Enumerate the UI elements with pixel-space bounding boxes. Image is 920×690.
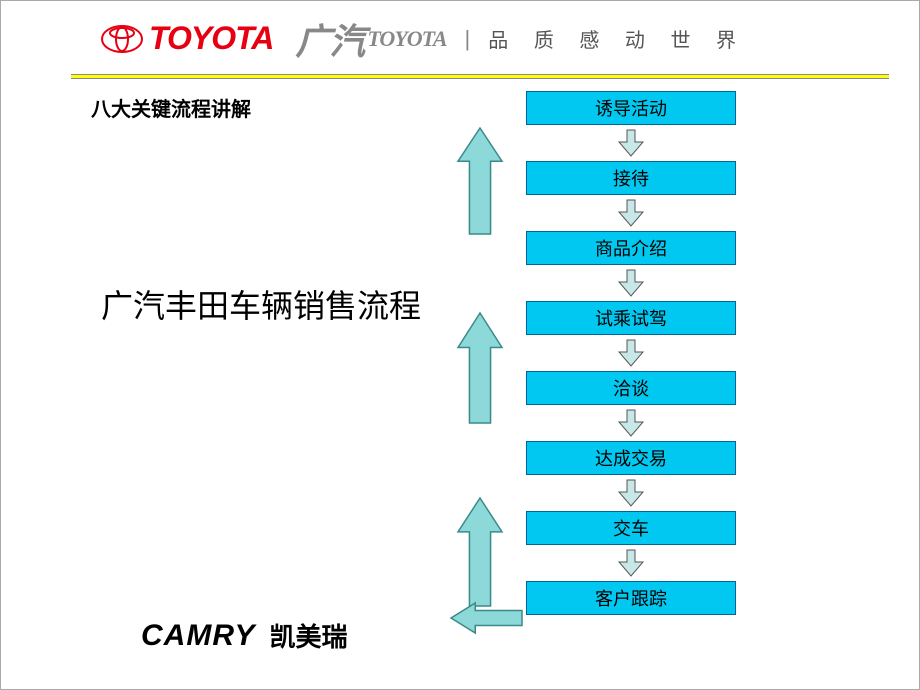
down-arrow-icon	[616, 479, 646, 507]
main-title: 广汽丰田车辆销售流程	[101, 281, 421, 327]
header-underline	[71, 74, 889, 79]
toyota-small-text: TOYOTA	[367, 26, 446, 52]
big-up-arrow-1	[456, 126, 504, 236]
slogan-text: 品 质 感 动 世 界	[488, 24, 746, 53]
gac-logo: 广汽 TOYOTA	[295, 13, 446, 65]
down-arrow-icon	[616, 199, 646, 227]
flow-box: 商品介绍	[526, 231, 736, 265]
subtitle: 八大关键流程讲解	[91, 93, 251, 122]
big-up-arrow-2	[456, 311, 504, 425]
flow-box: 洽谈	[526, 371, 736, 405]
down-arrow-icon	[616, 549, 646, 577]
gac-cn-text: 广汽	[295, 13, 363, 65]
header-divider: |	[465, 26, 471, 52]
flow-container: 诱导活动 接待 商品介绍 试乘试驾 洽谈 达成交易 交车 客户跟踪	[526, 91, 736, 615]
camry-cn-text: 凯美瑞	[269, 617, 347, 654]
toyota-oval-icon	[101, 25, 143, 53]
toyota-logo: TOYOTA	[101, 20, 273, 57]
camry-logo: CAMRY 凯美瑞	[141, 617, 347, 654]
big-left-arrow	[449, 601, 524, 640]
flow-box: 诱导活动	[526, 91, 736, 125]
big-up-arrow-3	[456, 496, 504, 608]
flow-box: 达成交易	[526, 441, 736, 475]
flow-box: 客户跟踪	[526, 581, 736, 615]
header: TOYOTA 广汽 TOYOTA | 品 质 感 动 世 界	[1, 1, 919, 76]
toyota-brand-text: TOYOTA	[149, 20, 273, 57]
flow-box: 接待	[526, 161, 736, 195]
flow-box: 试乘试驾	[526, 301, 736, 335]
down-arrow-icon	[616, 269, 646, 297]
down-arrow-icon	[616, 409, 646, 437]
camry-en-text: CAMRY	[141, 619, 255, 653]
down-arrow-icon	[616, 339, 646, 367]
down-arrow-icon	[616, 129, 646, 157]
flow-box: 交车	[526, 511, 736, 545]
